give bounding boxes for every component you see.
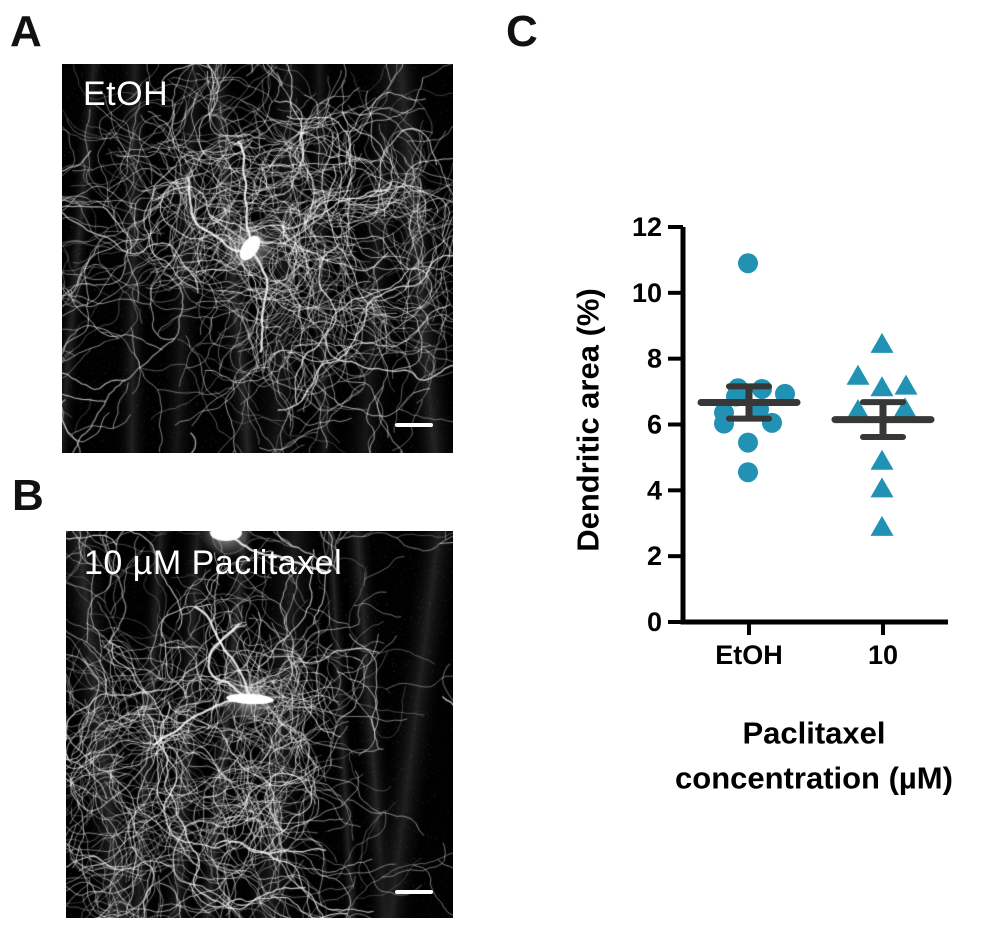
data-point-circle — [738, 462, 758, 483]
data-point-triangle — [846, 399, 870, 420]
data-point-triangle — [870, 376, 894, 397]
micrograph-etoh-image — [62, 64, 453, 453]
scale-bar — [395, 423, 433, 427]
y-tick-label: 2 — [647, 541, 662, 571]
dendritic-area-chart: 0 2 4 6 8 10 12 EtOH 10 Dendritic area (%) Paclita… — [571, 212, 953, 796]
panel-letter-a: A — [10, 7, 42, 56]
data-point-triangle — [893, 397, 917, 418]
x-tick-label: 10 — [868, 640, 898, 670]
data-point-triangle — [894, 374, 918, 395]
data-point-circle — [775, 383, 795, 404]
y-tick-label: 8 — [647, 344, 662, 374]
scale-bar — [395, 890, 433, 894]
data-point-triangle — [870, 332, 894, 353]
data-point-circle — [738, 253, 758, 274]
y-tick-label: 4 — [647, 475, 662, 505]
y-tick-label: 10 — [632, 278, 662, 308]
y-tick-label: 0 — [647, 607, 662, 637]
x-axis-title: concentration (µM) — [675, 761, 953, 796]
micrograph-paclitaxel-image — [66, 531, 453, 918]
y-tick-label: 12 — [632, 212, 662, 242]
x-axis-title: Paclitaxel — [742, 716, 885, 751]
y-tick-label: 6 — [647, 410, 662, 440]
micrograph-paclitaxel-label: 10 µM Paclitaxel — [84, 544, 343, 582]
y-axis-title: Dendritic area (%) — [571, 288, 606, 552]
panel-letter-c: C — [506, 7, 538, 56]
data-point-triangle — [870, 449, 894, 470]
data-point-triangle — [870, 477, 894, 498]
panel-letter-b: B — [12, 471, 44, 520]
data-point-circle — [738, 432, 758, 453]
micrograph-etoh-label: EtOH — [83, 75, 169, 113]
x-tick-label: EtOH — [715, 640, 783, 670]
data-point-triangle — [846, 364, 870, 385]
micrograph-etoh: EtOH — [62, 64, 453, 453]
micrograph-paclitaxel: 10 µM Paclitaxel — [66, 531, 453, 918]
data-point-triangle — [870, 515, 894, 536]
